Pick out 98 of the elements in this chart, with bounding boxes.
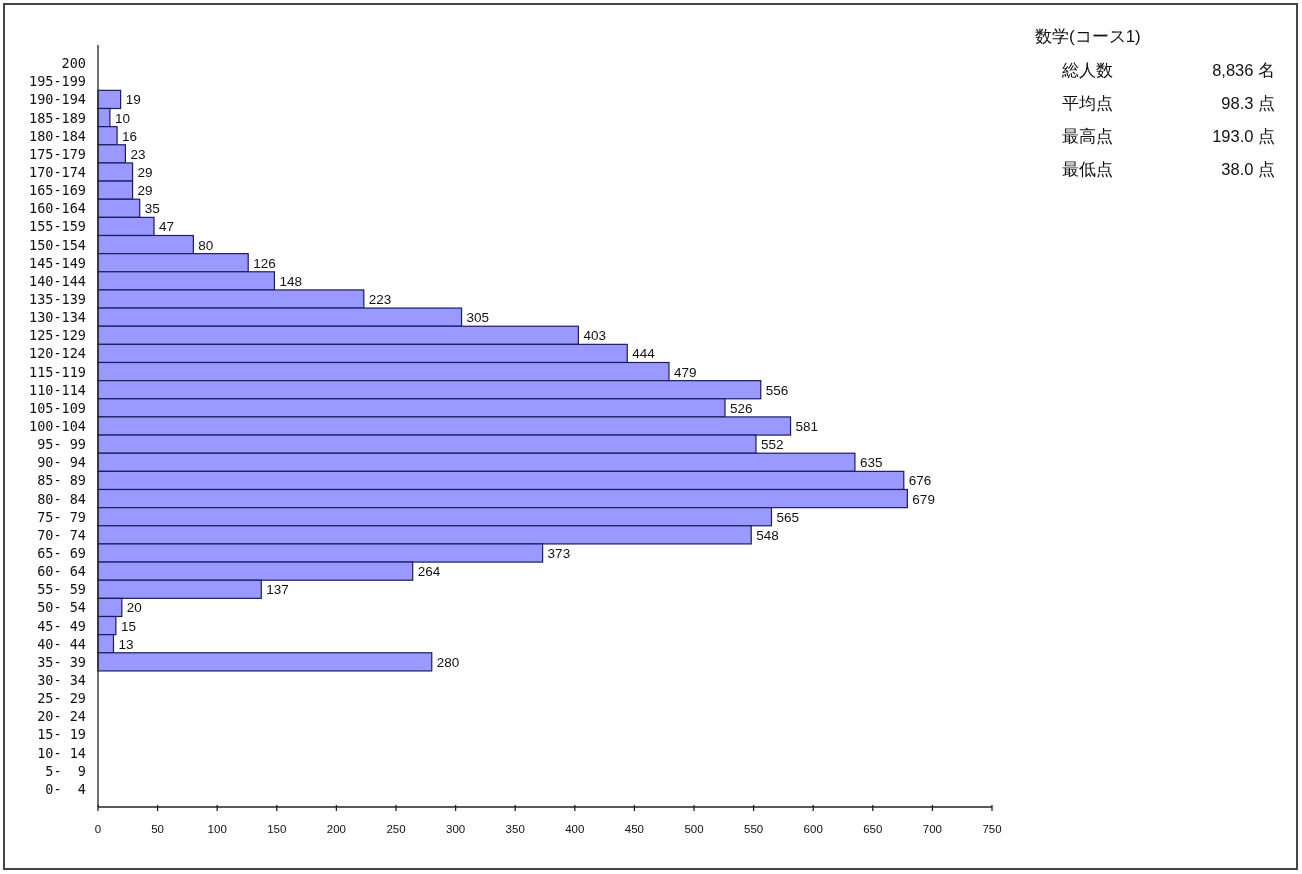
data-label: 126: [253, 255, 276, 271]
data-label: 10: [114, 110, 130, 126]
data-label: 280: [436, 654, 460, 670]
data-label: 47: [159, 219, 175, 235]
data-label: 80: [198, 237, 214, 253]
data-label: 548: [756, 527, 779, 543]
category: 100-104: [29, 418, 86, 434]
data-label: 565: [776, 509, 799, 525]
category: 140-144: [29, 272, 86, 289]
annotation: 8,836 名: [1212, 60, 1275, 79]
category: 150-154: [29, 236, 86, 253]
data-label: 15: [120, 618, 136, 634]
annotation: 最低点: [1062, 159, 1113, 178]
x-tick: 600: [803, 823, 823, 835]
data-label: 676: [908, 473, 932, 489]
x-tick: 200: [326, 823, 346, 835]
category: 120-124: [29, 345, 86, 362]
data-label: 552: [761, 437, 784, 453]
category: 50- 54: [37, 599, 86, 616]
data-label: 16: [122, 128, 138, 144]
category: 160-164: [29, 200, 86, 217]
x-tick: 0: [94, 823, 102, 835]
category: 125-129: [29, 327, 86, 344]
x-tick: 450: [624, 823, 644, 835]
x-tick: 350: [505, 823, 525, 835]
data-label: 23: [130, 146, 146, 162]
category: 165-169: [29, 182, 86, 199]
category: 75- 79: [37, 508, 86, 525]
data-label: 137: [266, 582, 289, 598]
category: 180-184: [29, 127, 86, 144]
data-label: 556: [765, 382, 789, 398]
category: 90- 94: [37, 454, 86, 471]
category: 145-149: [29, 254, 86, 271]
annotation: 総人数: [1062, 60, 1113, 79]
category: 55- 59: [37, 581, 86, 598]
data-label: 20: [126, 600, 142, 616]
category: 170-174: [29, 164, 86, 180]
category: 185-189: [29, 109, 86, 126]
category: 15- 19: [37, 726, 86, 743]
annotation: 193.0 点: [1212, 126, 1275, 145]
data-label: 635: [859, 455, 883, 471]
x-tick: 750: [982, 823, 1002, 835]
data-label: 373: [547, 546, 571, 561]
category: 20- 24: [37, 708, 86, 725]
data-label: 264: [417, 564, 441, 580]
title: 数学(コース1): [1035, 27, 1141, 46]
category: 70- 74: [37, 526, 86, 543]
category: 5- 9: [45, 762, 86, 779]
category: 30- 34: [37, 672, 86, 688]
x-tick: 400: [565, 823, 585, 835]
data-label: 305: [466, 310, 490, 326]
x-tick: 250: [386, 823, 406, 835]
annotation: 平均点: [1062, 93, 1113, 112]
data-label: 403: [583, 328, 606, 344]
x-tick: 150: [267, 823, 287, 835]
annotation: 98.3 点: [1221, 93, 1275, 112]
x-tick: 700: [922, 823, 942, 835]
data-label: 13: [118, 636, 134, 652]
data-label: 223: [368, 292, 392, 307]
category: 110-114: [29, 381, 86, 398]
category: 35- 39: [37, 653, 86, 670]
category: 155-159: [29, 218, 86, 235]
category: 25- 29: [37, 690, 86, 707]
category: 195-199: [29, 73, 86, 90]
category: 135-139: [29, 291, 86, 307]
data-label: 29: [137, 183, 153, 199]
category: 130-134: [29, 309, 86, 326]
category: 0- 4: [45, 780, 86, 797]
category: 45- 49: [37, 617, 86, 634]
x-tick: 500: [684, 823, 704, 835]
annotation: 38.0 点: [1221, 159, 1275, 178]
x-tick: 300: [446, 823, 466, 835]
data-label: 444: [632, 346, 655, 362]
data-label: 35: [144, 201, 160, 217]
data-label: 581: [795, 419, 819, 434]
data-label: 19: [125, 92, 141, 108]
category: 10- 14: [37, 744, 86, 761]
category: 85- 89: [37, 472, 86, 489]
category: 65- 69: [37, 545, 86, 561]
category: 95- 99: [37, 436, 86, 453]
category: 190-194: [29, 91, 86, 108]
category: 40- 44: [37, 635, 86, 652]
category: 80- 84: [37, 490, 86, 507]
x-tick: 100: [207, 823, 227, 835]
category: 105-109: [29, 399, 86, 416]
category: 60- 64: [37, 563, 86, 580]
data-label: 29: [137, 165, 153, 180]
annotation: 最高点: [1062, 126, 1113, 145]
x-tick: 50: [151, 823, 164, 835]
category: 115-119: [29, 363, 86, 380]
category: 175-179: [29, 145, 86, 162]
category: 200: [61, 55, 86, 72]
x-tick: 650: [863, 823, 883, 835]
data-label: 679: [912, 491, 935, 507]
data-label: 148: [279, 273, 302, 289]
data-label: 479: [673, 364, 697, 380]
x-tick: 550: [744, 823, 764, 835]
data-label: 526: [730, 400, 753, 416]
